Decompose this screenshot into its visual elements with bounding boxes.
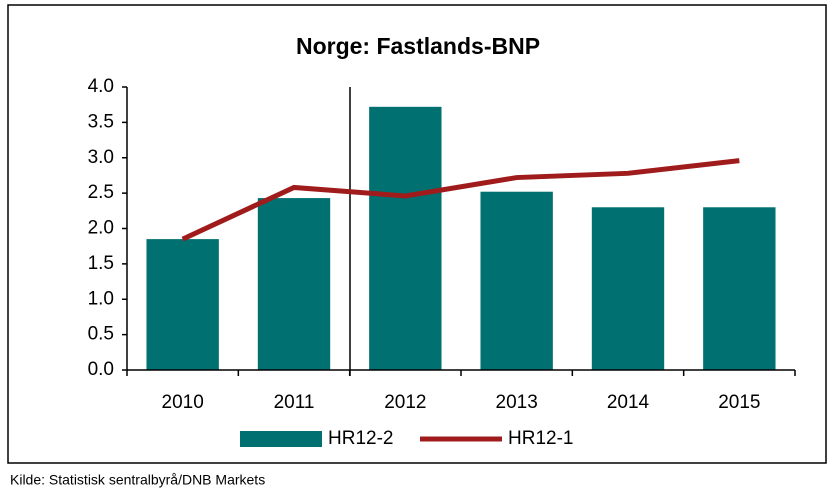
y-tick-label: 1.0 <box>88 288 114 309</box>
source-note: Kilde: Statistisk sentralbyrå/DNB Market… <box>10 472 265 488</box>
x-tick-label: 2013 <box>496 392 538 413</box>
x-tick-label: 2011 <box>274 392 315 413</box>
y-tick-label: 3.0 <box>88 147 114 168</box>
legend-label: HR12-2 <box>328 428 393 449</box>
y-tick-label: 2.5 <box>88 182 114 203</box>
y-tick-label: 1.5 <box>88 253 114 274</box>
chart-title: Norge: Fastlands-BNP <box>296 33 540 59</box>
bar <box>703 207 776 370</box>
y-tick-label: 2.0 <box>88 218 114 239</box>
bar <box>257 198 331 370</box>
y-tick-label: 3.5 <box>88 111 114 132</box>
legend-swatch <box>240 431 322 447</box>
x-tick-label: 2014 <box>607 392 650 413</box>
y-tick-label: 0.5 <box>88 324 114 345</box>
y-tick-label: 0.0 <box>88 359 114 380</box>
bar <box>146 239 219 370</box>
legend-label: HR12-1 <box>508 428 573 449</box>
x-tick-label: 2010 <box>162 392 204 413</box>
line <box>181 158 740 242</box>
y-tick-label: 4.0 <box>88 76 114 97</box>
bar <box>369 106 442 370</box>
bar <box>591 207 665 370</box>
x-tick-label: 2015 <box>718 392 760 413</box>
bar <box>480 191 553 370</box>
x-tick-label: 2012 <box>384 392 426 413</box>
